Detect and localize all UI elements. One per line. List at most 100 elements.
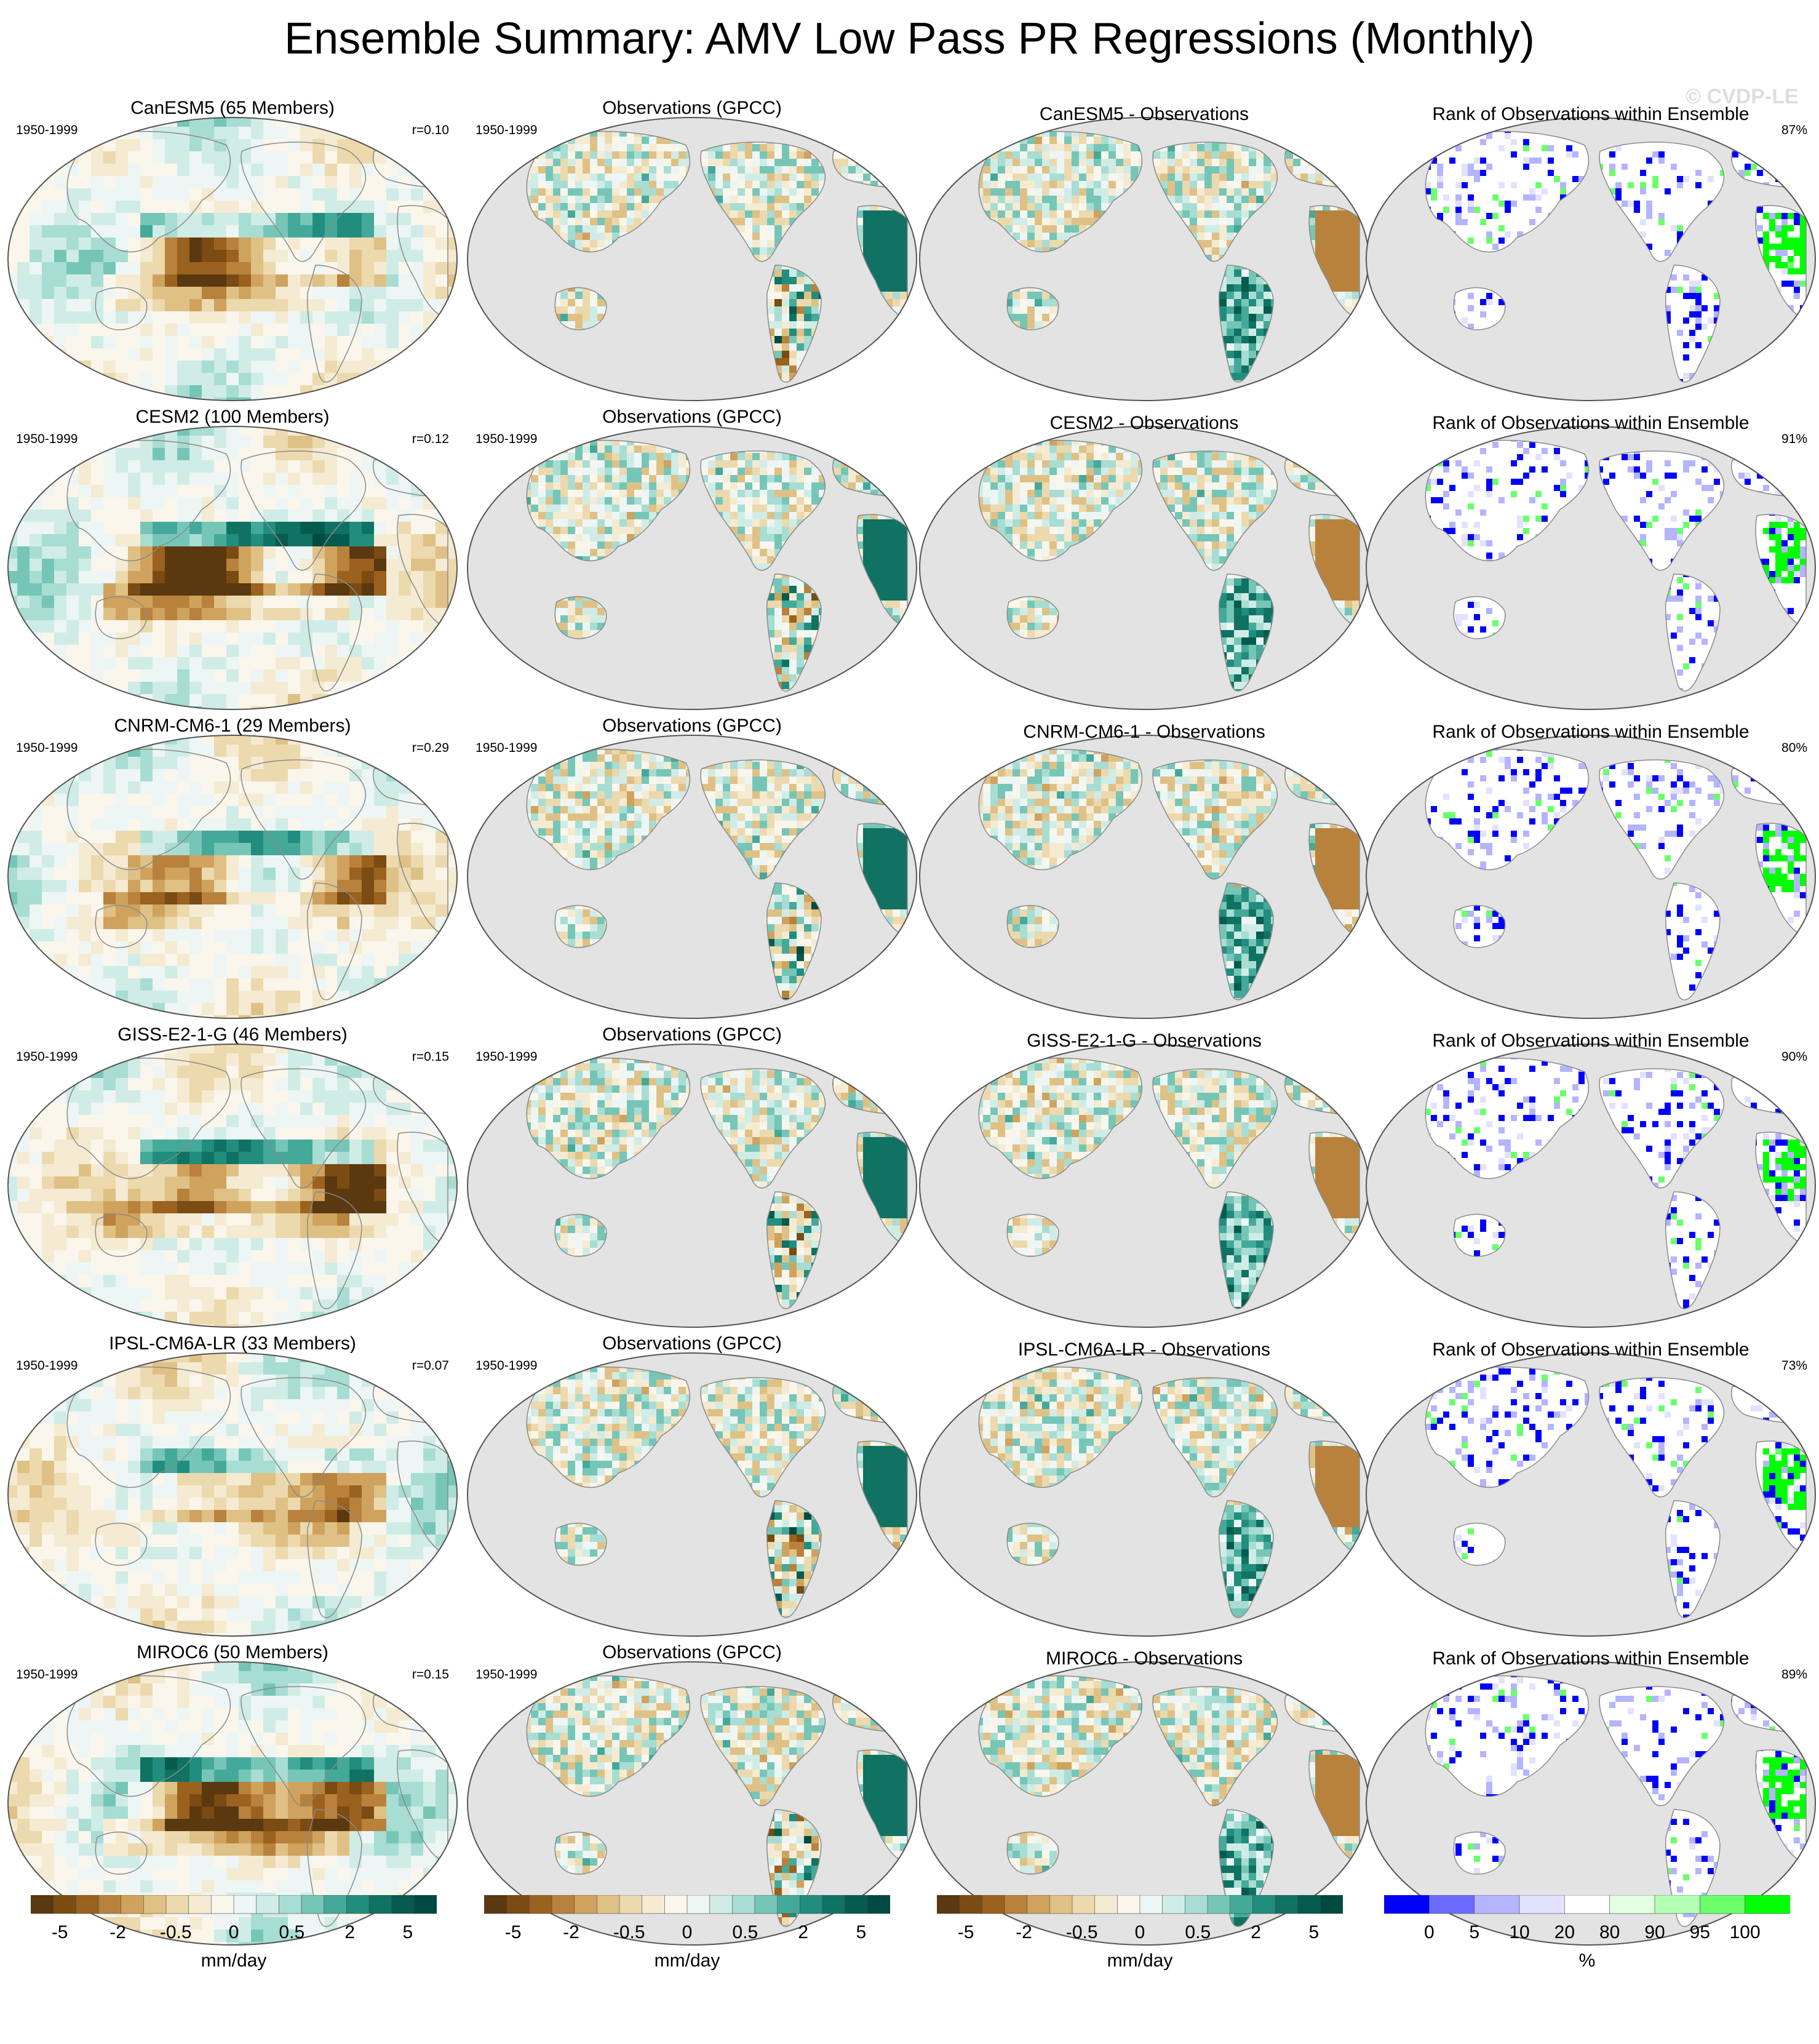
coastline-australia	[95, 287, 148, 330]
coastline-australia	[554, 1213, 607, 1257]
period-label: 1950-1999	[476, 1050, 537, 1064]
colorbar-tick: 100	[1730, 1922, 1761, 1943]
coastline-africa	[1308, 1132, 1360, 1245]
diff-panel: CESM2 - Observations	[917, 406, 1372, 714]
coastline-australia	[1453, 904, 1506, 948]
colorbar-tick: 20	[1554, 1922, 1575, 1943]
coastline-samerica	[766, 1191, 822, 1309]
coastline-australia	[554, 904, 607, 948]
coastline-samerica	[1218, 1500, 1274, 1618]
colorbar-tick: 90	[1644, 1922, 1665, 1943]
coastline-namerica	[241, 1686, 366, 1806]
coastline-samerica	[766, 1500, 822, 1618]
coastline-samerica	[1218, 882, 1274, 1000]
colorbar-tick: -0.5	[1066, 1922, 1098, 1943]
coastline-asia	[1425, 1675, 1590, 1797]
diff-map	[919, 1044, 1369, 1328]
colorbar-swatch	[664, 1895, 688, 1914]
colorbar-swatch	[279, 1895, 302, 1914]
colorbar-tick: 5	[1309, 1922, 1319, 1943]
coastline-asia	[526, 748, 691, 871]
coastline-africa	[1308, 1749, 1360, 1862]
colorbar-swatch	[1185, 1895, 1208, 1914]
coastline-samerica	[1218, 1191, 1274, 1309]
coastline-samerica	[766, 882, 822, 1000]
coastline-namerica	[1599, 142, 1724, 262]
colorbar-swatch	[1117, 1895, 1140, 1914]
coastline-namerica	[700, 1068, 826, 1189]
model-panel: CanESM5 (65 Members) 1950-1999 r=0.10	[5, 97, 460, 405]
panel-title: Observations (GPCC)	[464, 715, 920, 737]
panel-title: Observations (GPCC)	[464, 97, 920, 119]
panel-title: MIROC6 - Observations	[917, 1648, 1372, 1670]
obs-map	[467, 1661, 917, 1946]
colorbar-swatch	[1654, 1895, 1701, 1914]
model-map	[7, 426, 458, 710]
colorbar-swatch	[31, 1895, 54, 1914]
coastline-namerica	[1152, 1068, 1278, 1189]
colorbar-tick: 5	[403, 1922, 413, 1943]
coastline-asia	[978, 748, 1143, 871]
coastline-namerica	[241, 142, 366, 262]
colorbar: -5 -2 -0.5 0 0.5 2 5 mm/day	[31, 1895, 437, 1981]
coastline-namerica	[1599, 1377, 1724, 1498]
coastline-africa	[1308, 205, 1360, 318]
coastline-australia	[1006, 1213, 1059, 1257]
colorbar-tick: 0	[229, 1922, 239, 1943]
rank-percent: 87%	[1781, 123, 1807, 138]
coastline-asia	[1425, 1366, 1590, 1488]
colorbar-swatch	[368, 1895, 392, 1914]
colorbar-swatch	[822, 1895, 846, 1914]
coastline-asia	[526, 439, 691, 562]
coastline-asia	[978, 1675, 1143, 1797]
coastline-africa	[1755, 1749, 1807, 1862]
model-map	[7, 1661, 458, 1946]
colorbar-swatch	[551, 1895, 575, 1914]
coastline-asia	[978, 1057, 1143, 1180]
coastline-africa	[397, 1749, 448, 1862]
coastline-asia	[1425, 1057, 1590, 1180]
colorbar-swatch	[1609, 1895, 1655, 1914]
colorbar-swatch	[1275, 1895, 1299, 1914]
colorbar-swatch	[687, 1895, 710, 1914]
coastline-samerica	[1218, 1809, 1274, 1927]
period-label: 1950-1999	[16, 432, 78, 447]
panel-title: Rank of Observations within Ensemble	[1363, 721, 1818, 743]
model-panel: GISS-E2-1-G (46 Members) 1950-1999 r=0.15	[5, 1024, 460, 1331]
period-label: 1950-1999	[476, 432, 537, 447]
colorbar-swatch	[867, 1895, 890, 1914]
pattern-correlation: r=0.12	[412, 432, 449, 447]
pattern-correlation: r=0.29	[412, 741, 449, 756]
coastline-australia	[554, 596, 607, 639]
colorbar-tick: -2	[109, 1922, 126, 1943]
colorbar-tick: 0.5	[279, 1922, 304, 1943]
diff-map	[919, 1352, 1369, 1637]
diff-panel: CanESM5 - Observations	[917, 97, 1372, 405]
period-label: 1950-1999	[476, 741, 537, 756]
coastline-australia	[554, 1522, 607, 1566]
coastline-asia	[1425, 439, 1590, 562]
coastline-asia	[526, 1366, 691, 1488]
coastline-australia	[95, 904, 148, 948]
rank-percent: 73%	[1781, 1359, 1807, 1373]
colorbar-swatch	[1297, 1895, 1321, 1914]
colorbar-tick: 0	[1135, 1922, 1145, 1943]
coastline-australia	[1006, 1522, 1059, 1566]
colorbar-swatch	[845, 1895, 869, 1914]
colorbar-swatch	[1320, 1895, 1343, 1914]
colorbar-swatch	[98, 1895, 122, 1914]
colorbar-swatch	[1004, 1895, 1028, 1914]
colorbar-swatch	[1072, 1895, 1096, 1914]
coastline-samerica	[1665, 882, 1721, 1000]
panel-title: Observations (GPCC)	[464, 1333, 920, 1355]
panel-title: Rank of Observations within Ensemble	[1363, 103, 1818, 126]
panel-title: Rank of Observations within Ensemble	[1363, 1648, 1818, 1670]
coastline-namerica	[1152, 142, 1278, 262]
colorbar-swatch	[188, 1895, 212, 1914]
period-label: 1950-1999	[16, 1359, 78, 1373]
model-map	[7, 117, 458, 401]
coastline-africa	[397, 1440, 448, 1554]
colorbar-swatch	[506, 1895, 530, 1914]
coastline-africa	[856, 1440, 908, 1554]
colorbar-tick: -2	[563, 1922, 579, 1943]
